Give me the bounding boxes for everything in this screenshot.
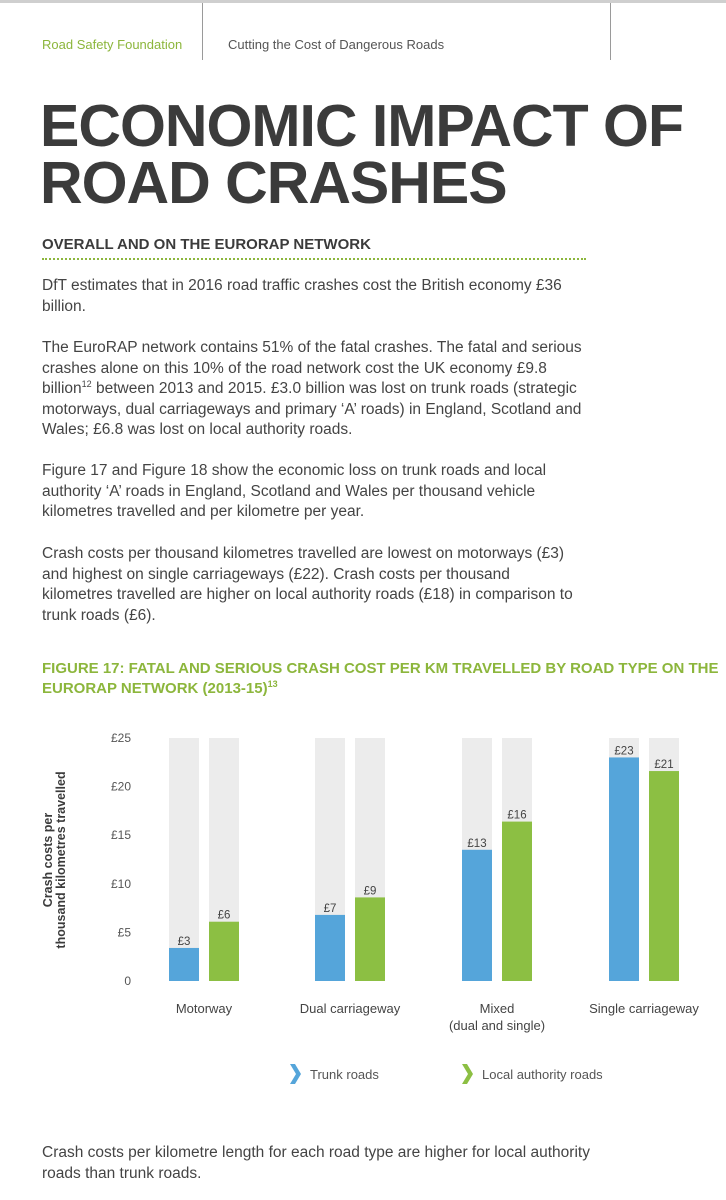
y-tick-label: £20: [111, 780, 131, 794]
data-label: £23: [614, 745, 633, 757]
y-tick-label: 0: [124, 974, 131, 988]
footnote-13: 13: [267, 679, 278, 689]
figure-title-line1: FIGURE 17: FATAL AND SERIOUS CRASH COST …: [42, 660, 719, 677]
legend-label-local-authority-roads: Local authority roads: [482, 1067, 603, 1082]
y-tick-label: £5: [118, 925, 132, 939]
x-category-label: Mixed: [480, 1001, 515, 1016]
page-title: ECONOMIC IMPACT OF ROAD CRASHES: [40, 97, 684, 213]
paragraph-1: DfT estimates that in 2016 road traffic …: [42, 277, 562, 315]
x-category-label: Dual carriageway: [300, 1001, 401, 1016]
legend-label-trunk-roads: Trunk roads: [310, 1067, 379, 1082]
x-category-label: (dual and single): [449, 1018, 545, 1033]
paragraph-5: Crash costs per kilometre length for eac…: [42, 1144, 590, 1182]
data-label: £7: [324, 903, 337, 915]
section-heading: OVERALL AND ON THE EURORAP NETWORK: [42, 236, 371, 253]
y-tick-label: £25: [111, 731, 131, 745]
bar: [502, 821, 532, 981]
dotted-divider: [42, 258, 586, 260]
y-tick-label: £15: [111, 828, 131, 842]
bar: [209, 921, 239, 981]
header-divider: [202, 3, 203, 60]
bar: [315, 914, 345, 981]
paragraph-2: The EuroRAP network contains 51% of the …: [42, 338, 582, 441]
chevron-right-icon: [462, 1064, 473, 1084]
bar: [355, 897, 385, 981]
header-brand: Road Safety Foundation: [42, 37, 183, 52]
data-label: £3: [178, 936, 191, 948]
paragraph-2-text-b: between 2013 and 2015. £3.0 billion was …: [42, 380, 582, 438]
paragraph-3: Figure 17 and Figure 18 show the economi…: [42, 462, 547, 520]
bar-chart: Crash costs perthousand kilometres trave…: [41, 731, 699, 1033]
data-label: £6: [218, 910, 231, 922]
top-rule: [0, 0, 726, 3]
header-divider-right: [610, 3, 611, 60]
page-title-line1: ECONOMIC IMPACT OF: [40, 93, 684, 159]
figure-title: FIGURE 17: FATAL AND SERIOUS CRASH COST …: [42, 659, 726, 699]
paragraph-4: Crash costs per thousand kilometres trav…: [42, 545, 573, 624]
bar: [649, 771, 679, 981]
bar-background: [169, 738, 199, 981]
data-label: £21: [654, 759, 673, 771]
chevron-right-icon: [290, 1064, 301, 1084]
y-axis-title: Crash costs perthousand kilometres trave…: [41, 771, 68, 948]
figure-title-line2: EURORAP NETWORK (2013-15): [42, 680, 268, 697]
y-tick-label: £10: [111, 877, 131, 891]
x-category-label: Single carriageway: [589, 1001, 699, 1016]
data-label: £16: [507, 810, 526, 822]
bar: [609, 757, 639, 981]
bar: [169, 947, 199, 981]
page-title-line2: ROAD CRASHES: [40, 150, 508, 216]
x-category-label: Motorway: [176, 1001, 233, 1016]
bar: [462, 849, 492, 981]
paragraph-2-text-a: The EuroRAP network contains 51% of the …: [42, 339, 582, 397]
footnote-12: 12: [81, 379, 92, 389]
data-label: £13: [467, 838, 486, 850]
data-label: £9: [364, 885, 377, 897]
header-document-title: Cutting the Cost of Dangerous Roads: [228, 37, 445, 52]
